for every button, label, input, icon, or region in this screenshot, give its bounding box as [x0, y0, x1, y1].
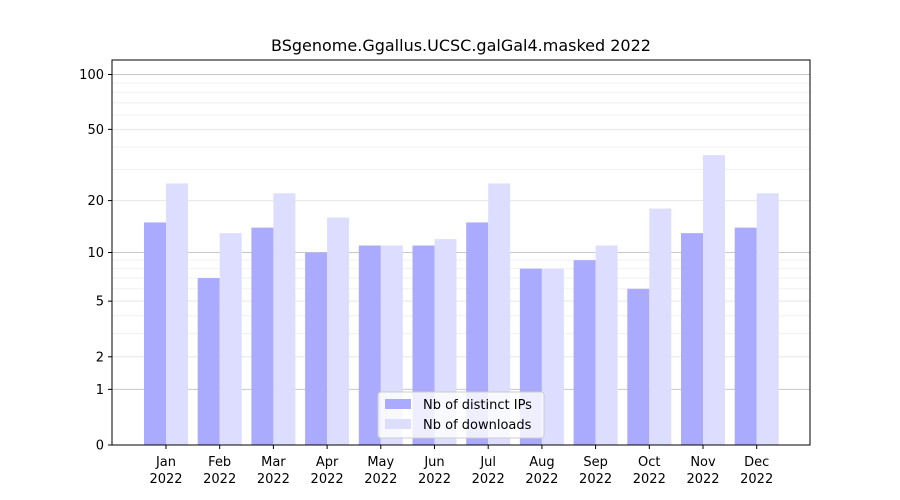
x-tick-label: Feb 2022: [203, 455, 236, 487]
legend-swatch: [385, 419, 411, 429]
bars: [144, 155, 779, 446]
legend-box: [377, 391, 545, 439]
bar: [627, 288, 650, 445]
y-tick-label: 5: [96, 295, 104, 310]
bar: [649, 208, 672, 445]
x-tick-label: Sep 2022: [579, 455, 612, 487]
y-tick-label: 2: [96, 350, 104, 365]
bar: [327, 217, 350, 445]
x-tick-label: Dec 2022: [740, 455, 773, 487]
x-tick-label: Jul 2022: [472, 455, 505, 487]
bar: [703, 155, 725, 446]
bar: [595, 245, 618, 445]
x-tick-label: Apr 2022: [311, 455, 344, 487]
x-tick-label: Oct 2022: [633, 455, 666, 487]
bar: [756, 193, 779, 445]
legend-label: Nb of distinct IPs: [423, 398, 532, 413]
bar: [573, 260, 596, 445]
x-tick-label: Nov 2022: [686, 455, 719, 487]
y-tick-label: 0: [96, 439, 104, 454]
chart-title: BSgenome.Ggallus.UCSC.galGal4.masked 202…: [271, 36, 651, 55]
y-tick-label: 50: [87, 123, 104, 138]
bar: [166, 183, 188, 445]
bar: [734, 227, 757, 445]
bar: [358, 245, 381, 445]
bar: [305, 252, 328, 445]
bar: [144, 222, 166, 445]
legend: Nb of distinct IPs Nb of downloads: [377, 391, 545, 439]
bar: [488, 183, 511, 445]
bar: [466, 222, 489, 445]
x-tick-label: Mar 2022: [257, 455, 290, 487]
x-tick-label: Aug 2022: [525, 455, 558, 487]
bar: [197, 278, 220, 445]
bar: [273, 193, 296, 445]
bar: [219, 233, 242, 445]
x-tick-label: May 2022: [364, 455, 397, 487]
bar: [541, 268, 564, 445]
legend-swatch: [385, 399, 411, 409]
x-tick-label: Jan 2022: [149, 455, 182, 487]
y-tick-label: 10: [87, 246, 104, 261]
bar: [251, 227, 274, 445]
y-tick-label: 20: [87, 194, 104, 209]
bar: [681, 233, 703, 445]
axes: 0 1 2 5 10 20 50 100 Jan 2022 Feb 2022 Mar 2022 Apr 202…: [79, 59, 811, 487]
y-tick-label: 1: [96, 383, 104, 398]
x-tick-label: Jun 2022: [418, 455, 451, 487]
legend-label: Nb of downloads: [423, 418, 532, 433]
y-tick-label: 100: [79, 68, 104, 83]
